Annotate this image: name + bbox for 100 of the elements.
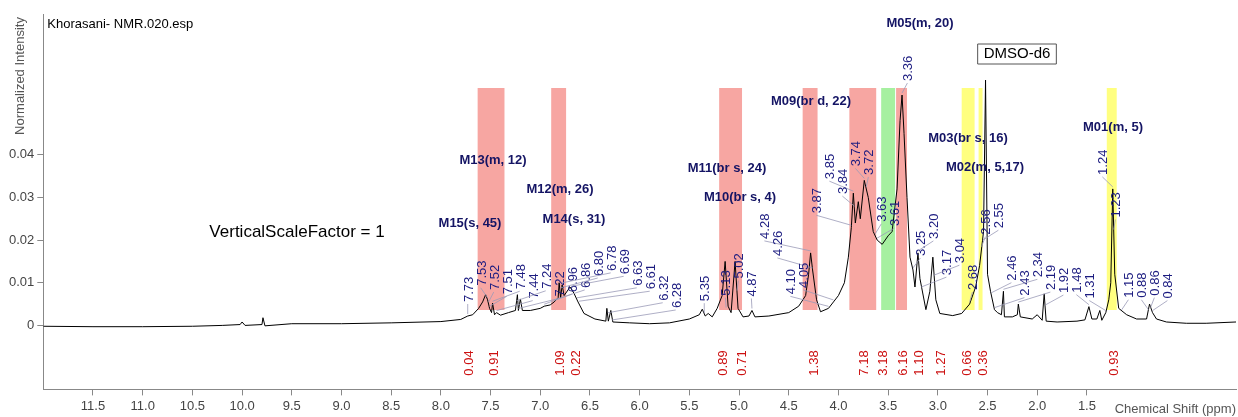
annotation: 7.24 — [538, 263, 554, 289]
x-tick-label: 8.0 — [431, 397, 450, 413]
annotation: M09(br d, 22) — [770, 92, 852, 108]
annotation: 1.24 — [1095, 149, 1111, 175]
annotation: 5.13 — [718, 270, 734, 296]
y-tick-label: 0 — [27, 316, 35, 332]
annotation: M13(m, 12) — [459, 151, 527, 167]
annotation: 3.87 — [809, 187, 825, 214]
x-tick-label: 5.0 — [730, 397, 749, 413]
annotation: M10(br s, 4) — [703, 188, 777, 204]
annotation: 1.31 — [1082, 273, 1098, 299]
annotation: 1.92 — [1056, 267, 1072, 294]
annotation: 2.19 — [1043, 264, 1059, 291]
x-tick-label: 4.5 — [779, 397, 798, 413]
annotation: 4.87 — [744, 271, 760, 297]
annotation: 0.36 — [975, 350, 990, 376]
annotation: 6.32 — [655, 275, 671, 301]
annotation: 0.88 — [1134, 272, 1150, 298]
annotation: M05(m, 20) — [886, 14, 954, 30]
annotation: 4.26 — [770, 230, 786, 256]
annotation: 3.04 — [952, 237, 968, 264]
x-axis-title: Chemical Shift (ppm) — [1114, 401, 1236, 416]
annotation: VerticalScaleFactor = 1 — [209, 221, 385, 241]
annotation: 7.18 — [856, 350, 871, 376]
annotation: 6.96 — [564, 266, 580, 293]
annotation: 1.09 — [552, 350, 567, 376]
annotation: 0.93 — [1106, 350, 1121, 376]
x-tick-label: 7.5 — [481, 397, 500, 413]
annotation: 6.69 — [616, 248, 632, 275]
x-tick-label: 11.0 — [130, 397, 155, 413]
annotation: 1.38 — [806, 350, 821, 376]
annotation: 3.63 — [874, 196, 890, 222]
x-tick-label: 9.0 — [332, 397, 351, 413]
annotation: 3.85 — [822, 153, 838, 180]
annotation: 2.46 — [1004, 255, 1020, 281]
y-tick-label: 0.04 — [8, 146, 35, 162]
y-tick-label: 0.02 — [8, 231, 35, 247]
annotation: 4.10 — [783, 269, 799, 295]
y-tick-label: 0.01 — [8, 274, 35, 290]
annotation: 7.48 — [512, 263, 528, 290]
annotation: 3.17 — [939, 249, 955, 276]
annotation: 2.34 — [1030, 251, 1046, 278]
annotation: 0.71 — [734, 350, 749, 376]
annotation: 1.48 — [1069, 267, 1085, 293]
x-tick-label: 7.0 — [531, 397, 550, 413]
annotation: 3.84 — [835, 168, 851, 195]
annotation: M01(m, 5) — [1083, 118, 1143, 134]
annotation: 6.16 — [895, 350, 910, 376]
annotation: 5.02 — [731, 253, 747, 279]
x-tick-label: 10.5 — [179, 397, 206, 413]
annotation: 1.23 — [1108, 192, 1124, 218]
annotation: 0.84 — [1160, 273, 1176, 299]
annotation: 0.86 — [1147, 270, 1163, 296]
annotation: 6.63 — [629, 260, 645, 286]
annotation: 6.61 — [642, 263, 658, 290]
annotation: 2.68 — [965, 264, 981, 291]
annotation: M14(s, 31) — [542, 210, 606, 226]
annotation: 0.22 — [568, 350, 583, 376]
annotation: 2.55 — [991, 202, 1007, 229]
annotation: M15(s, 45) — [438, 214, 502, 230]
annotation: 3.61 — [887, 200, 903, 227]
annotation: 1.10 — [911, 350, 926, 376]
x-tick-label: 6.0 — [630, 397, 649, 413]
annotation: 3.74 — [848, 141, 864, 167]
annotation: 7.22 — [551, 271, 567, 297]
annotation: 1.15 — [1121, 272, 1137, 298]
annotation: 1.27 — [933, 350, 948, 376]
annotation: 7.51 — [499, 269, 515, 295]
annotation: 2.43 — [1017, 270, 1033, 296]
annotation: 3.18 — [875, 350, 890, 376]
annotation: 7.73 — [460, 276, 476, 303]
annotation: 0.89 — [715, 350, 730, 376]
annotation: 2.56 — [978, 209, 994, 235]
annotation: M11(br s, 24) — [687, 159, 767, 175]
annotation: 7.52 — [486, 264, 502, 291]
annotation: 3.36 — [900, 55, 916, 82]
y-tick-label: 0.03 — [8, 189, 35, 205]
x-tick-label: 4.0 — [829, 397, 848, 413]
x-tick-label: 9.5 — [282, 397, 301, 413]
annotation: DMSO-d6 — [983, 44, 1051, 62]
annotation: 3.25 — [913, 230, 929, 256]
annotation: 4.28 — [757, 213, 773, 239]
x-tick-label: 6.5 — [580, 397, 599, 413]
annotation: 6.80 — [590, 250, 606, 276]
annotation: 7.53 — [473, 260, 489, 286]
annotation: 3.20 — [926, 213, 942, 239]
x-tick-label: 3.5 — [879, 397, 898, 413]
annotation: 6.28 — [668, 282, 684, 308]
chart-title: Khorasani- NMR.020.esp — [47, 15, 194, 31]
annotation: 0.04 — [461, 350, 476, 376]
x-tick-label: 3.0 — [928, 397, 947, 413]
annotation: 6.86 — [577, 262, 593, 288]
x-tick-label: 11.5 — [80, 397, 106, 413]
annotation: 6.78 — [603, 245, 619, 271]
x-tick-label: 8.5 — [382, 397, 401, 413]
x-tick-label: 10.0 — [229, 397, 255, 413]
annotation: 5.35 — [697, 275, 713, 302]
annotation: 3.72 — [861, 149, 877, 175]
annotation: 7.44 — [525, 273, 541, 299]
y-axis-title: Normalized Intensity — [11, 16, 27, 135]
